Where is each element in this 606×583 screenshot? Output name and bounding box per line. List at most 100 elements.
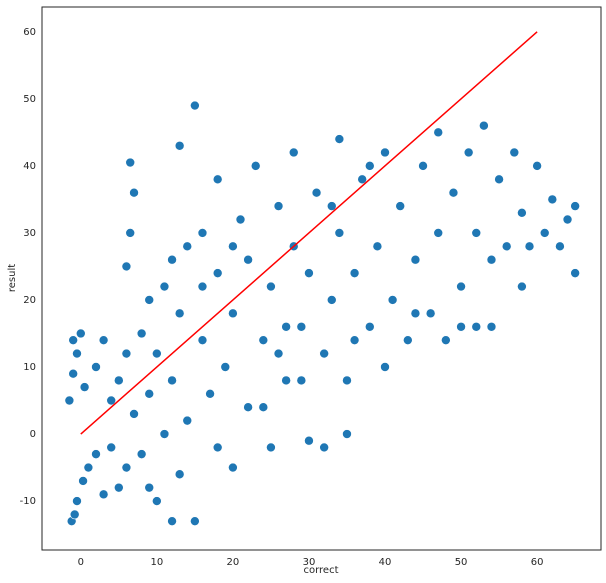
scatter-point xyxy=(539,228,550,238)
scatter-point xyxy=(205,389,215,399)
scatter-point xyxy=(243,254,253,265)
scatter-point xyxy=(79,382,90,392)
scatter-point xyxy=(125,157,136,168)
scatter-point xyxy=(167,254,177,265)
scatter-point xyxy=(136,328,147,339)
scatter-point xyxy=(121,462,132,473)
x-tick-label: 20 xyxy=(227,557,240,568)
scatter-point xyxy=(91,362,101,372)
scatter-point xyxy=(471,321,482,332)
scatter-point xyxy=(91,449,101,459)
scatter-point xyxy=(403,335,413,345)
y-tick-label: 20 xyxy=(23,295,36,306)
scatter-point xyxy=(517,208,527,218)
scatter-point xyxy=(562,214,573,225)
scatter-point xyxy=(98,489,109,500)
x-tick-label: 0 xyxy=(78,557,84,568)
scatter-point xyxy=(570,268,580,278)
scatter-point xyxy=(319,348,329,359)
y-tick-label: -10 xyxy=(20,496,36,507)
scatter-point xyxy=(228,462,238,473)
scatter-point xyxy=(125,228,136,238)
y-tick-label: 50 xyxy=(23,94,36,105)
scatter-point xyxy=(190,100,200,111)
plot-frame xyxy=(41,6,602,551)
scatter-point xyxy=(174,140,185,151)
scatter-point xyxy=(197,228,208,238)
scatter-point xyxy=(410,308,421,319)
scatter-point xyxy=(114,375,124,386)
scatter-point xyxy=(78,476,88,486)
scatter-point xyxy=(114,482,124,493)
scatter-point xyxy=(190,516,200,526)
scatter-point xyxy=(349,335,360,345)
scatter-point xyxy=(266,281,276,292)
scatter-point xyxy=(129,409,139,419)
scatter-point xyxy=(258,402,269,413)
scatter-point xyxy=(334,134,345,144)
scatter-point xyxy=(547,194,558,205)
scatter-point xyxy=(304,268,314,278)
scatter-point xyxy=(326,295,337,305)
scatter-point xyxy=(509,147,520,158)
scatter-point xyxy=(68,368,78,379)
scatter-point xyxy=(463,147,474,158)
y-tick-label: 60 xyxy=(23,27,36,38)
scatter-point xyxy=(326,201,337,211)
scatter-point xyxy=(524,241,535,252)
scatter-point xyxy=(220,362,231,372)
scatter-point xyxy=(129,187,139,198)
scatter-point xyxy=(380,147,390,158)
scatter-point xyxy=(250,161,261,171)
scatter-point xyxy=(501,241,512,252)
scatter-point xyxy=(182,415,193,426)
scatter-point xyxy=(197,335,208,345)
scatter-point xyxy=(273,201,284,211)
scatter-point xyxy=(387,295,398,305)
scatter-point xyxy=(228,241,238,252)
scatter-point xyxy=(212,174,223,185)
scatter-point xyxy=(433,127,444,138)
scatter-point xyxy=(159,281,170,292)
scatter-point xyxy=(174,308,185,319)
scatter-point xyxy=(258,335,269,345)
scatter-point xyxy=(144,389,155,399)
scatter-point xyxy=(296,375,307,386)
scatter-point xyxy=(83,462,94,473)
scatter-point xyxy=(72,348,82,359)
y-tick-label: 40 xyxy=(23,161,36,172)
scatter-point xyxy=(106,395,117,406)
scatter-point xyxy=(418,161,428,171)
scatter-point xyxy=(304,435,314,446)
scatter-point xyxy=(334,228,345,238)
scatter-point xyxy=(456,321,466,332)
scatter-point xyxy=(75,328,86,339)
scatter-point xyxy=(288,147,299,158)
scatter-point xyxy=(471,228,482,238)
scatter-point xyxy=(121,261,132,272)
scatter-point xyxy=(349,268,360,278)
x-tick-label: 60 xyxy=(531,557,544,568)
scatter-point xyxy=(144,482,155,493)
x-tick-label: 50 xyxy=(455,557,468,568)
scatter-point xyxy=(167,375,177,386)
scatter-point xyxy=(570,201,580,211)
scatter-point xyxy=(342,429,352,439)
scatter-point xyxy=(456,281,466,292)
scatter-point xyxy=(486,321,497,332)
scatter-point xyxy=(296,321,307,332)
scatter-point xyxy=(64,395,75,406)
scatter-point xyxy=(68,335,78,345)
scatter-point xyxy=(364,161,375,171)
scatter-point xyxy=(273,348,284,359)
scatter-point xyxy=(243,402,253,413)
scatter-point xyxy=(69,509,80,520)
scatter-point xyxy=(136,449,147,459)
scatter-point xyxy=(281,375,291,386)
scatter-point xyxy=(72,496,82,506)
scatter-point xyxy=(311,187,322,198)
scatter-point xyxy=(212,442,223,453)
scatter-point xyxy=(167,516,177,526)
scatter-point xyxy=(486,254,497,265)
